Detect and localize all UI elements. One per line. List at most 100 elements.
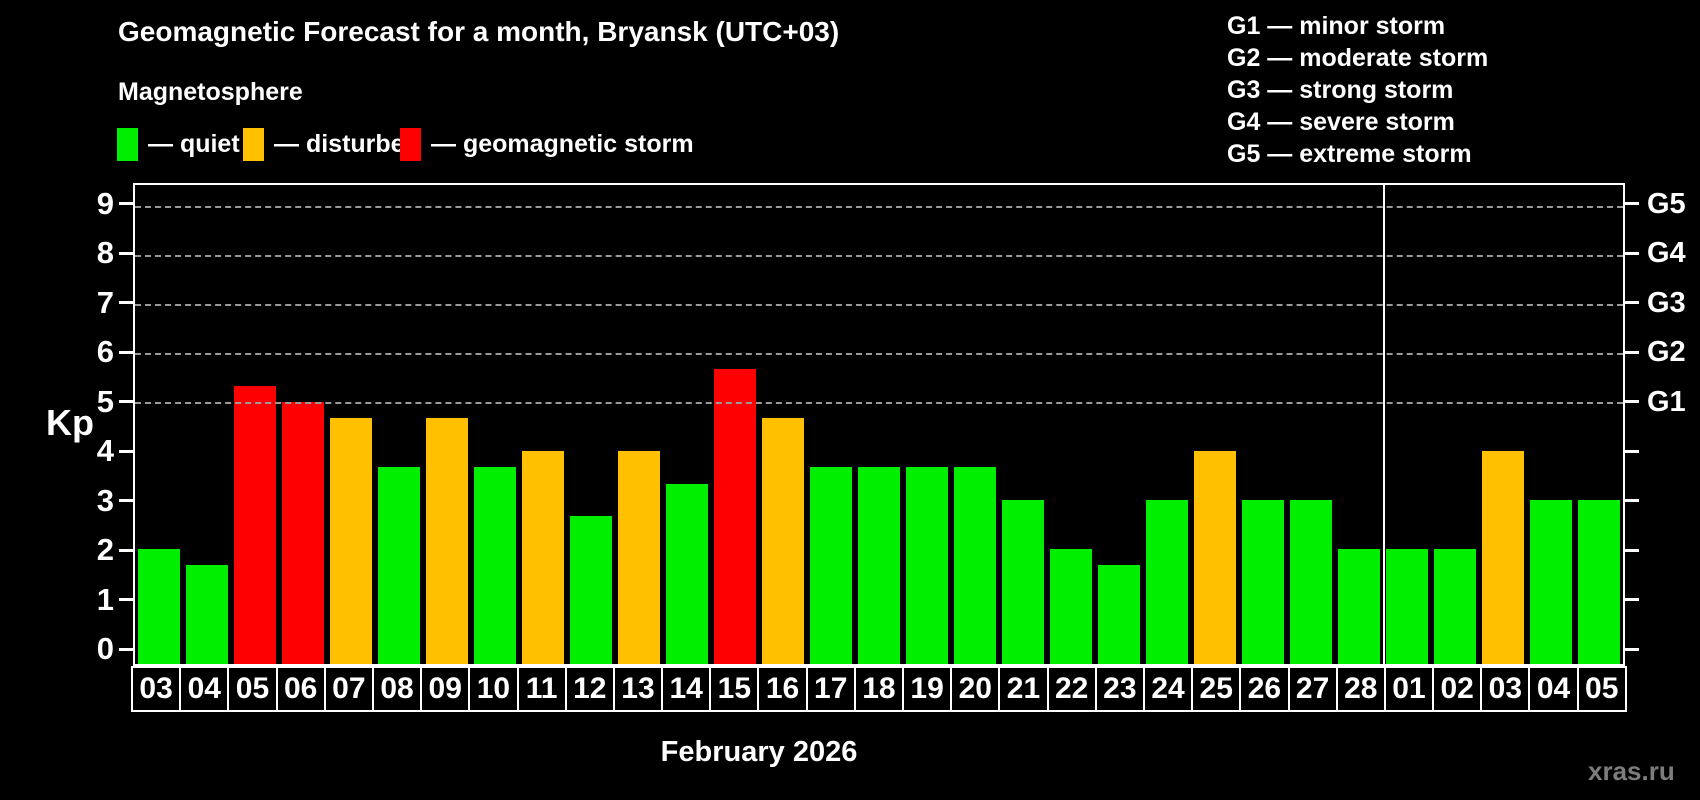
day-label-feb-28: 28 (1335, 666, 1386, 712)
bar-day-19 (906, 467, 948, 664)
x-axis-title: February 2026 (660, 736, 858, 768)
day-label-feb-10: 10 (468, 666, 519, 712)
y-tick-right-4 (1625, 449, 1639, 453)
g-scale-label-G5: G5 (1647, 187, 1686, 220)
day-label-feb-15: 15 (709, 666, 760, 712)
y-tick-left-9 (119, 202, 133, 206)
plot-area (133, 183, 1625, 666)
day-label-feb-12: 12 (564, 666, 615, 712)
y-axis-title: Kp (46, 402, 94, 443)
storm-scale-line: G2 — moderate storm (1227, 44, 1489, 72)
day-label-feb-24: 24 (1142, 666, 1194, 712)
y-tick-right-6 (1625, 350, 1639, 354)
bar-slot-18 (855, 185, 903, 664)
y-tick-label-8: 8 (96, 235, 114, 271)
bar-day-23 (1098, 565, 1140, 664)
bar-day-18 (858, 467, 900, 664)
bar-day-02 (1434, 549, 1476, 664)
bar-day-12 (570, 516, 612, 664)
day-label-feb-03: 03 (131, 666, 182, 712)
y-tick-right-9 (1625, 202, 1639, 206)
y-tick-label-9: 9 (96, 185, 114, 221)
bar-day-21 (1002, 500, 1044, 664)
bar-slot-01 (1383, 185, 1431, 664)
watermark: xras.ru (1588, 756, 1675, 786)
y-tick-left-0 (119, 647, 133, 651)
bar-day-11 (522, 451, 564, 664)
day-label-feb-08: 08 (371, 666, 423, 712)
g-scale-label-G3: G3 (1647, 286, 1686, 319)
storm-scale-legend: G1 — minor storm G2 — moderate storm G3 — … (1227, 10, 1488, 170)
day-label-feb-25: 25 (1191, 666, 1242, 712)
bar-day-26 (1242, 500, 1284, 664)
bar-slot-05 (231, 185, 279, 664)
bar-day-27 (1290, 500, 1332, 664)
bar-day-08 (378, 467, 420, 664)
y-tick-right-7 (1625, 301, 1639, 305)
day-label-feb-14: 14 (661, 666, 712, 712)
bar-day-24 (1146, 500, 1188, 664)
bar-slot-24 (1143, 185, 1191, 664)
bar-day-10 (474, 467, 516, 664)
bar-slot-17 (807, 185, 855, 664)
bar-slot-10 (471, 185, 519, 664)
day-label-feb-27: 27 (1287, 666, 1338, 712)
legend-label: — geomagnetic storm (431, 129, 694, 158)
month-separator-line (1382, 185, 1385, 664)
bar-day-15 (714, 369, 756, 664)
day-label-mar-05: 05 (1576, 666, 1627, 712)
day-label-feb-21: 21 (998, 666, 1049, 712)
y-tick-right-8 (1625, 251, 1639, 255)
bar-day-16 (762, 418, 804, 664)
bar-slot-08 (375, 185, 423, 664)
storm-scale-line: G3 — strong storm (1227, 76, 1454, 104)
day-label-feb-23: 23 (1094, 666, 1145, 712)
bar-slot-03 (1479, 185, 1527, 664)
y-tick-label-0: 0 (96, 631, 114, 667)
bar-slot-04 (1527, 185, 1575, 664)
day-label-feb-19: 19 (902, 666, 953, 712)
bar-slot-23 (1095, 185, 1143, 664)
bar-day-01 (1386, 549, 1428, 664)
y-tick-left-5 (119, 400, 133, 404)
page-title: Geomagnetic Forecast for a month, Bryans… (118, 16, 840, 47)
day-label-feb-11: 11 (516, 666, 567, 712)
bar-slot-03 (135, 185, 183, 664)
legend-item-quiet: — quiet (117, 126, 240, 162)
day-label-feb-16: 16 (757, 666, 808, 712)
day-label-mar-03: 03 (1480, 666, 1531, 712)
y-tick-left-8 (119, 251, 133, 255)
x-axis-day-labels: 03 04 05 06 07 08 09 10 11 12 13 14 15 16 17 18 19 20 21 22… (131, 666, 1627, 712)
day-label-feb-22: 22 (1046, 666, 1097, 712)
storm-scale-line: G4 — severe storm (1227, 108, 1455, 136)
bar-slot-20 (951, 185, 999, 664)
legend-item-disturbed: — disturbed (243, 126, 420, 162)
y-tick-label-5: 5 (96, 383, 114, 419)
bar-day-05 (1578, 500, 1620, 664)
bar-slot-05 (1575, 185, 1623, 664)
subtitle: Magnetosphere (118, 78, 303, 106)
bar-slot-13 (615, 185, 663, 664)
day-label-feb-13: 13 (612, 666, 664, 712)
bar-slot-26 (1239, 185, 1287, 664)
g-scale-label-G2: G2 (1647, 336, 1686, 369)
bar-day-22 (1050, 549, 1092, 664)
y-tick-label-4: 4 (96, 433, 114, 469)
bar-slot-21 (999, 185, 1047, 664)
day-label-feb-26: 26 (1239, 666, 1290, 712)
bar-day-17 (810, 467, 852, 664)
bar-slot-15 (711, 185, 759, 664)
bar-slot-07 (327, 185, 375, 664)
bars-container (135, 185, 1623, 664)
legend-item-storm: — geomagnetic storm (400, 126, 694, 162)
bar-day-04 (1530, 500, 1572, 664)
bar-day-03 (1482, 451, 1524, 664)
bar-day-14 (666, 483, 708, 664)
day-label-feb-07: 07 (323, 666, 374, 712)
bar-day-07 (330, 418, 372, 664)
y-tick-left-1 (119, 598, 133, 602)
y-tick-right-1 (1625, 598, 1639, 602)
y-tick-label-7: 7 (96, 284, 114, 320)
grid-line-kp-9 (135, 205, 1623, 208)
